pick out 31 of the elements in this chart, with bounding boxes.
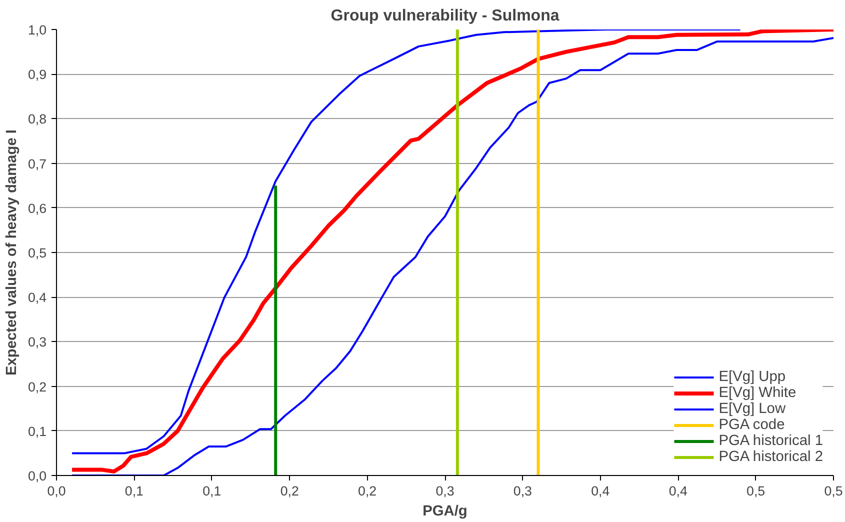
y-tick-label: 0,9 — [28, 67, 47, 82]
y-tick-label: 0,4 — [28, 290, 48, 306]
x-tick-label: 0,3 — [436, 484, 454, 498]
x-tick-label: 0,4 — [591, 484, 610, 498]
y-tick-label: 0,0 — [28, 468, 47, 484]
x-tick-label: 0,3 — [513, 484, 532, 498]
x-tick-label: 0,2 — [358, 484, 377, 498]
x-tick-label: 0,1 — [202, 484, 222, 498]
x-tick-label: 0,5 — [746, 484, 766, 498]
legend-label: E[Vg] Upp — [718, 369, 786, 385]
y-tick-label: 1,0 — [28, 22, 47, 38]
legend-label: PGA historical 2 — [718, 449, 823, 465]
y-tick-label: 0,7 — [28, 156, 47, 172]
y-tick-label: 0,2 — [28, 379, 47, 394]
x-tick-label: 0,2 — [280, 484, 299, 498]
chart-title: Group vulnerability - Sulmona — [330, 8, 560, 24]
y-tick-label: 0,5 — [28, 246, 47, 260]
y-tick-label: 0,3 — [28, 334, 47, 350]
legend-label: E[Vg] White — [718, 385, 796, 401]
x-tick-label: 0,0 — [47, 484, 66, 498]
legend-label: E[Vg] Low — [718, 401, 786, 417]
y-tick-label: 0,6 — [28, 200, 47, 216]
x-tick-label: 0,5 — [824, 484, 843, 498]
x-tick-label: 0,1 — [124, 484, 144, 498]
x-tick-label: 0,4 — [668, 484, 688, 498]
y-tick-label: 0,1 — [28, 424, 47, 439]
legend-label: PGA code — [718, 417, 785, 433]
y-axis-title: Expected values of heavy damage I — [4, 129, 20, 376]
y-tick-label: 0,8 — [28, 112, 47, 127]
x-axis-title: PGA/g — [422, 504, 468, 520]
legend-label: PGA historical 1 — [718, 433, 823, 449]
